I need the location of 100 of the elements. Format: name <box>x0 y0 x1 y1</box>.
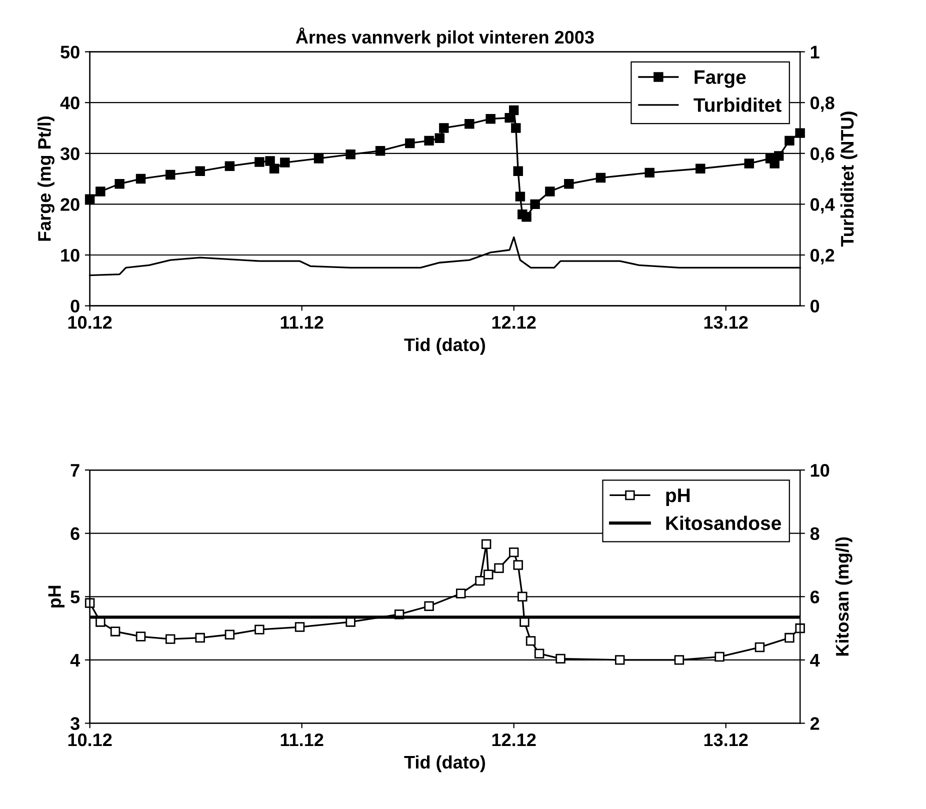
point <box>784 136 794 146</box>
legend-label: pH <box>666 488 690 506</box>
y-axis-title: Farge (mg Pt/l) <box>38 116 54 241</box>
x-tick-label: 11.12 <box>280 733 324 746</box>
point <box>195 166 205 176</box>
point <box>96 617 106 627</box>
point <box>596 172 606 183</box>
y-tick-label: 5 <box>70 590 80 604</box>
y2-tick-label: 0 <box>810 300 820 313</box>
point <box>674 655 684 665</box>
point <box>508 547 519 558</box>
point <box>795 623 805 634</box>
point <box>522 212 532 222</box>
point <box>110 626 120 636</box>
point <box>456 588 466 598</box>
point <box>494 563 504 574</box>
y2-tick-label: 0,4 <box>810 198 835 214</box>
point <box>526 636 536 646</box>
y2-axis-title: Kitosan (mg/l) <box>835 537 852 656</box>
y2-tick-label: 6 <box>810 590 820 604</box>
point <box>518 592 528 602</box>
x-tick-label: 11.12 <box>280 316 324 329</box>
y-tick-label: 3 <box>70 717 80 730</box>
x-tick-label: 10.12 <box>68 316 112 329</box>
x-axis-title: Tid (dato) <box>404 338 486 355</box>
y2-tick-label: 10 <box>810 464 830 477</box>
y-tick-label: 0 <box>70 300 80 313</box>
legend-label: Turbiditet <box>694 98 782 112</box>
point <box>424 136 434 146</box>
point <box>269 164 280 174</box>
y2-tick-label: 8 <box>810 527 820 540</box>
point <box>165 170 176 180</box>
point <box>96 186 106 196</box>
y2-axis-title: Turbiditet (NTU) <box>840 112 858 247</box>
point <box>504 112 514 123</box>
point <box>714 652 724 662</box>
point <box>520 617 530 627</box>
y2-tick-label: 1 <box>810 46 820 58</box>
point <box>795 128 805 138</box>
y-tick-label: 4 <box>70 654 80 666</box>
point <box>481 539 492 549</box>
point <box>696 164 706 174</box>
point <box>424 601 434 611</box>
point <box>511 123 521 133</box>
point <box>375 146 386 156</box>
point <box>314 154 324 164</box>
point <box>644 168 654 178</box>
point <box>774 151 784 161</box>
point <box>475 576 485 586</box>
point <box>254 624 264 634</box>
point <box>434 133 445 144</box>
x-tick-label: 13.12 <box>704 733 748 746</box>
y2-tick-label: 4 <box>810 654 820 666</box>
y-tick-label: 6 <box>70 527 80 540</box>
y2-tick-label: 0,8 <box>810 96 834 112</box>
y-tick-label: 7 <box>70 464 80 477</box>
point <box>484 570 494 580</box>
point <box>784 632 794 643</box>
y2-tick-label: 0,6 <box>810 147 834 163</box>
y2-tick-label: 0,2 <box>810 248 834 264</box>
point <box>224 161 235 171</box>
legend-label: Farge <box>694 70 746 88</box>
point <box>405 138 415 148</box>
point <box>754 642 765 652</box>
point <box>136 174 146 184</box>
point <box>136 632 146 642</box>
point <box>464 119 474 129</box>
point <box>346 617 356 627</box>
point <box>254 157 264 167</box>
y-tick-label: 50 <box>60 46 80 58</box>
x-tick-label: 12.12 <box>492 733 536 746</box>
point <box>556 654 566 664</box>
point <box>346 150 356 160</box>
y2-tick-label: 2 <box>810 717 820 730</box>
point <box>486 114 496 124</box>
point <box>265 156 275 166</box>
point <box>165 634 176 644</box>
x-tick-label: 10.12 <box>68 733 112 746</box>
point <box>614 655 625 665</box>
point <box>84 598 95 608</box>
x-tick-label: 13.12 <box>704 316 748 329</box>
y-tick-label: 40 <box>60 96 80 110</box>
y-tick-label: 10 <box>61 248 80 262</box>
point <box>280 158 290 168</box>
point <box>294 622 305 632</box>
point <box>224 630 235 640</box>
point <box>534 648 544 658</box>
x-tick-label: 12.12 <box>492 316 536 329</box>
point <box>545 186 555 196</box>
point <box>744 158 754 168</box>
y-tick-label: 30 <box>60 147 80 160</box>
point <box>195 632 205 643</box>
point <box>114 179 124 189</box>
point <box>439 123 449 133</box>
y-tick-label: 20 <box>60 198 80 211</box>
point <box>508 105 519 116</box>
point <box>513 560 523 570</box>
point <box>515 192 526 202</box>
x-axis-title: Tid (dato) <box>404 755 486 772</box>
point <box>513 166 523 176</box>
